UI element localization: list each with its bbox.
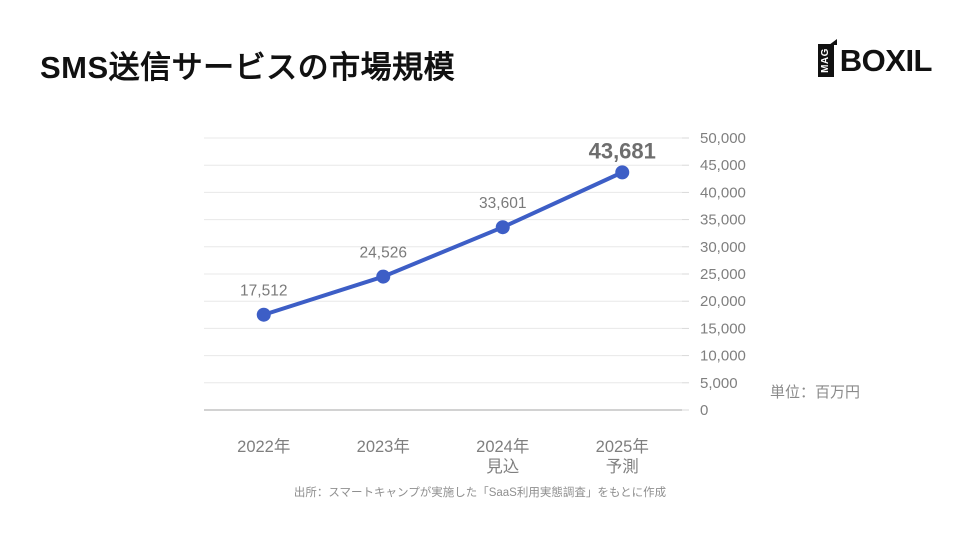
chart: 0 5,000 10,000 15,000 20,000 25,000 30,000 35,0…: [140, 120, 930, 500]
x-axis-label: 2022年: [237, 437, 290, 456]
data-label: 17,512: [240, 283, 287, 300]
data-point: [615, 165, 630, 180]
x-axis-label: 2023年: [357, 437, 410, 456]
y-tick-label: 25,000: [700, 266, 746, 283]
boxil-logo: MAG BOXIL: [817, 39, 933, 78]
mag-badge-icon: MAG: [817, 39, 837, 77]
y-tick-label: 10,000: [700, 348, 746, 365]
y-tick-label: 35,000: [700, 212, 746, 229]
brand-wordmark: BOXIL: [839, 43, 933, 78]
x-axis-label: 2025年: [596, 437, 649, 456]
page-title: SMS送信サービスの市場規模: [40, 50, 456, 85]
y-tick-label: 5,000: [700, 375, 738, 392]
data-point: [495, 220, 510, 235]
data-point: [256, 307, 271, 322]
y-tick-label: 20,000: [700, 293, 746, 310]
y-tick-label: 40,000: [700, 184, 746, 201]
data-label: 24,526: [360, 245, 407, 262]
y-tick-label: 30,000: [700, 239, 746, 256]
y-tick-label: 50,000: [700, 130, 746, 147]
x-axis-label: 予測: [606, 457, 639, 476]
source-note: 出所：スマートキャンプが実施した「SaaS利用実態調査」をもとに作成: [293, 487, 667, 499]
x-axis-label: 見込: [486, 457, 519, 476]
data-line: [261, 170, 625, 317]
x-axis-label: 2024年: [476, 437, 529, 456]
data-label: 43,681: [589, 138, 656, 163]
line-chart-svg: 0 5,000 10,000 15,000 20,000 25,000 30,000 35,0…: [204, 130, 746, 476]
data-label: 33,601: [479, 195, 526, 212]
data-point: [376, 269, 391, 284]
unit-label: 単位：百万円: [770, 384, 861, 401]
y-tick-label: 0: [700, 402, 708, 419]
y-tick-label: 45,000: [700, 157, 746, 174]
mag-badge-label: MAG: [820, 48, 832, 73]
y-tick-label: 15,000: [700, 320, 746, 337]
